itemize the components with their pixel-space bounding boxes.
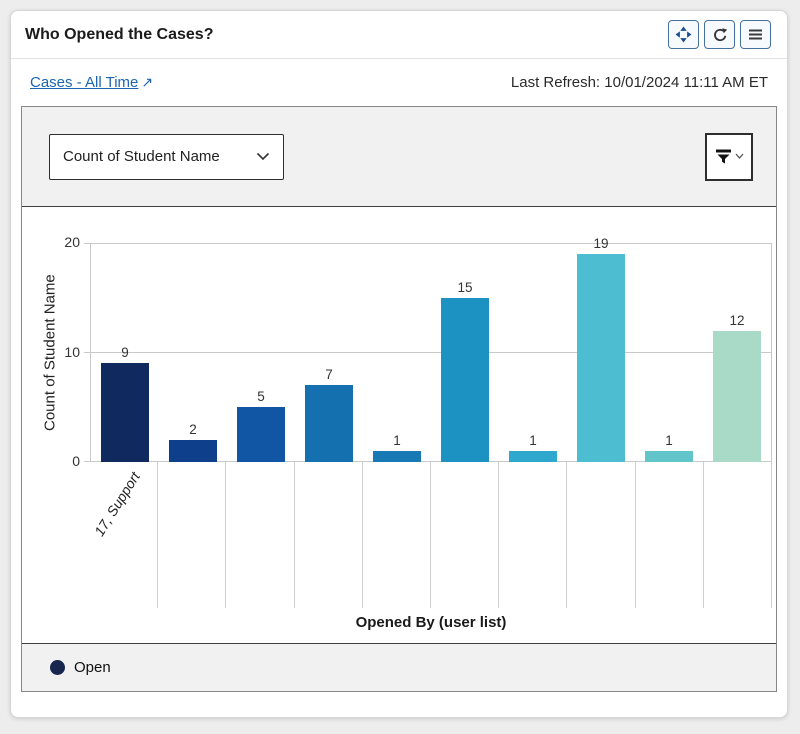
chart-widget-body: Count of Student Name Count of St	[21, 106, 777, 692]
bar-slot: 12	[703, 243, 771, 462]
widget-title: Who Opened the Cases?	[25, 25, 214, 43]
x-category-slot	[704, 462, 773, 608]
refresh-widget-button[interactable]	[704, 20, 735, 49]
bar-slot: 19	[567, 236, 635, 462]
widget-header: Who Opened the Cases?	[11, 11, 787, 59]
bar-value-label: 7	[325, 367, 333, 383]
x-category-slot	[499, 462, 568, 608]
chart-toolbar: Count of Student Name	[22, 107, 776, 207]
y-tick-label: 0	[72, 453, 80, 469]
bar-chart: Count of Student Name 0 10 20 9 2 5 7 1 15 1 19 1 1…	[22, 207, 776, 643]
chevron-down-icon	[256, 152, 270, 161]
x-category-slot	[567, 462, 636, 608]
bar-value-label: 15	[457, 279, 473, 295]
measure-dropdown[interactable]: Count of Student Name	[49, 133, 284, 180]
widget-menu-button[interactable]	[740, 20, 771, 49]
x-category-slot	[363, 462, 432, 608]
widget-subheader: Cases - All Time ↗ Last Refresh: 10/01/20…	[11, 59, 787, 106]
filter-button[interactable]	[705, 132, 753, 181]
move-widget-button[interactable]	[668, 20, 699, 49]
bar[interactable]: 1	[372, 433, 422, 462]
source-link[interactable]: Cases - All Time	[30, 73, 139, 91]
bar-slot: 2	[159, 243, 227, 462]
bar-value-label: 1	[665, 433, 673, 449]
bar-value-label: 19	[593, 235, 609, 251]
chart-legend: Open	[22, 643, 776, 691]
external-link-icon: ↗	[141, 73, 154, 90]
bar[interactable]: 2	[168, 422, 218, 462]
bar[interactable]: 15	[440, 280, 490, 462]
legend-dot	[50, 660, 65, 675]
bar-value-label: 5	[257, 389, 265, 405]
x-category-slot	[636, 462, 704, 608]
x-category-slot	[226, 462, 295, 608]
gridline	[84, 243, 771, 244]
bar[interactable]: 7	[304, 367, 354, 462]
last-refresh-text: Last Refresh: 10/01/2024 11:11 AM ET	[510, 74, 768, 91]
dashboard-widget-card: Who Opened the Cases?	[10, 10, 788, 718]
filter-chevron-down-icon	[735, 153, 744, 160]
bar-slot: 9	[91, 243, 159, 462]
measure-dropdown-value: Count of Student Name	[63, 148, 220, 165]
y-tick-label: 10	[64, 343, 80, 360]
bar[interactable]: 5	[236, 389, 286, 462]
bar[interactable]: 19	[576, 236, 626, 462]
bar-value-label: 1	[529, 433, 537, 449]
filter-funnel-icon	[714, 147, 733, 166]
x-tick-label: 17, Support	[90, 469, 143, 539]
x-category-slot	[431, 462, 500, 608]
bar-slot: 1	[635, 243, 703, 462]
x-axis-title: Opened By (user list)	[355, 614, 507, 631]
x-category-slot: 17, Support	[90, 462, 159, 608]
bar-value-label: 12	[729, 312, 745, 328]
move-icon	[675, 26, 692, 43]
y-tick-label: 20	[64, 234, 80, 250]
x-category-slot	[295, 462, 363, 608]
header-button-group	[668, 20, 771, 49]
bar-slot: 15	[431, 243, 499, 462]
bar[interactable]: 1	[644, 433, 694, 462]
gridline	[84, 351, 771, 353]
plot-area: 9 2 5 7 1 15 1 19 1 12	[84, 236, 772, 462]
bar[interactable]: 12	[712, 313, 762, 462]
x-axis-label-area: 17, Support	[90, 462, 773, 608]
bar-value-label: 9	[121, 345, 129, 361]
bar-slot: 1	[499, 243, 567, 462]
legend-item[interactable]: Open	[50, 659, 111, 676]
bar[interactable]: 1	[508, 433, 558, 462]
source-link-wrap: Cases - All Time ↗	[30, 74, 153, 92]
hamburger-icon	[748, 28, 763, 41]
bars-container: 9 2 5 7 1 15 1 19 1 12	[91, 236, 771, 462]
bar-slot: 5	[227, 243, 295, 462]
refresh-icon	[712, 27, 728, 43]
bar-value-label: 1	[393, 433, 401, 449]
bar[interactable]: 9	[100, 345, 150, 462]
legend-label: Open	[74, 659, 111, 676]
bar-slot: 1	[363, 243, 431, 462]
gridline	[84, 461, 771, 462]
x-category-slot	[158, 462, 227, 608]
bar-value-label: 2	[189, 422, 197, 438]
bar-slot: 7	[295, 243, 363, 462]
